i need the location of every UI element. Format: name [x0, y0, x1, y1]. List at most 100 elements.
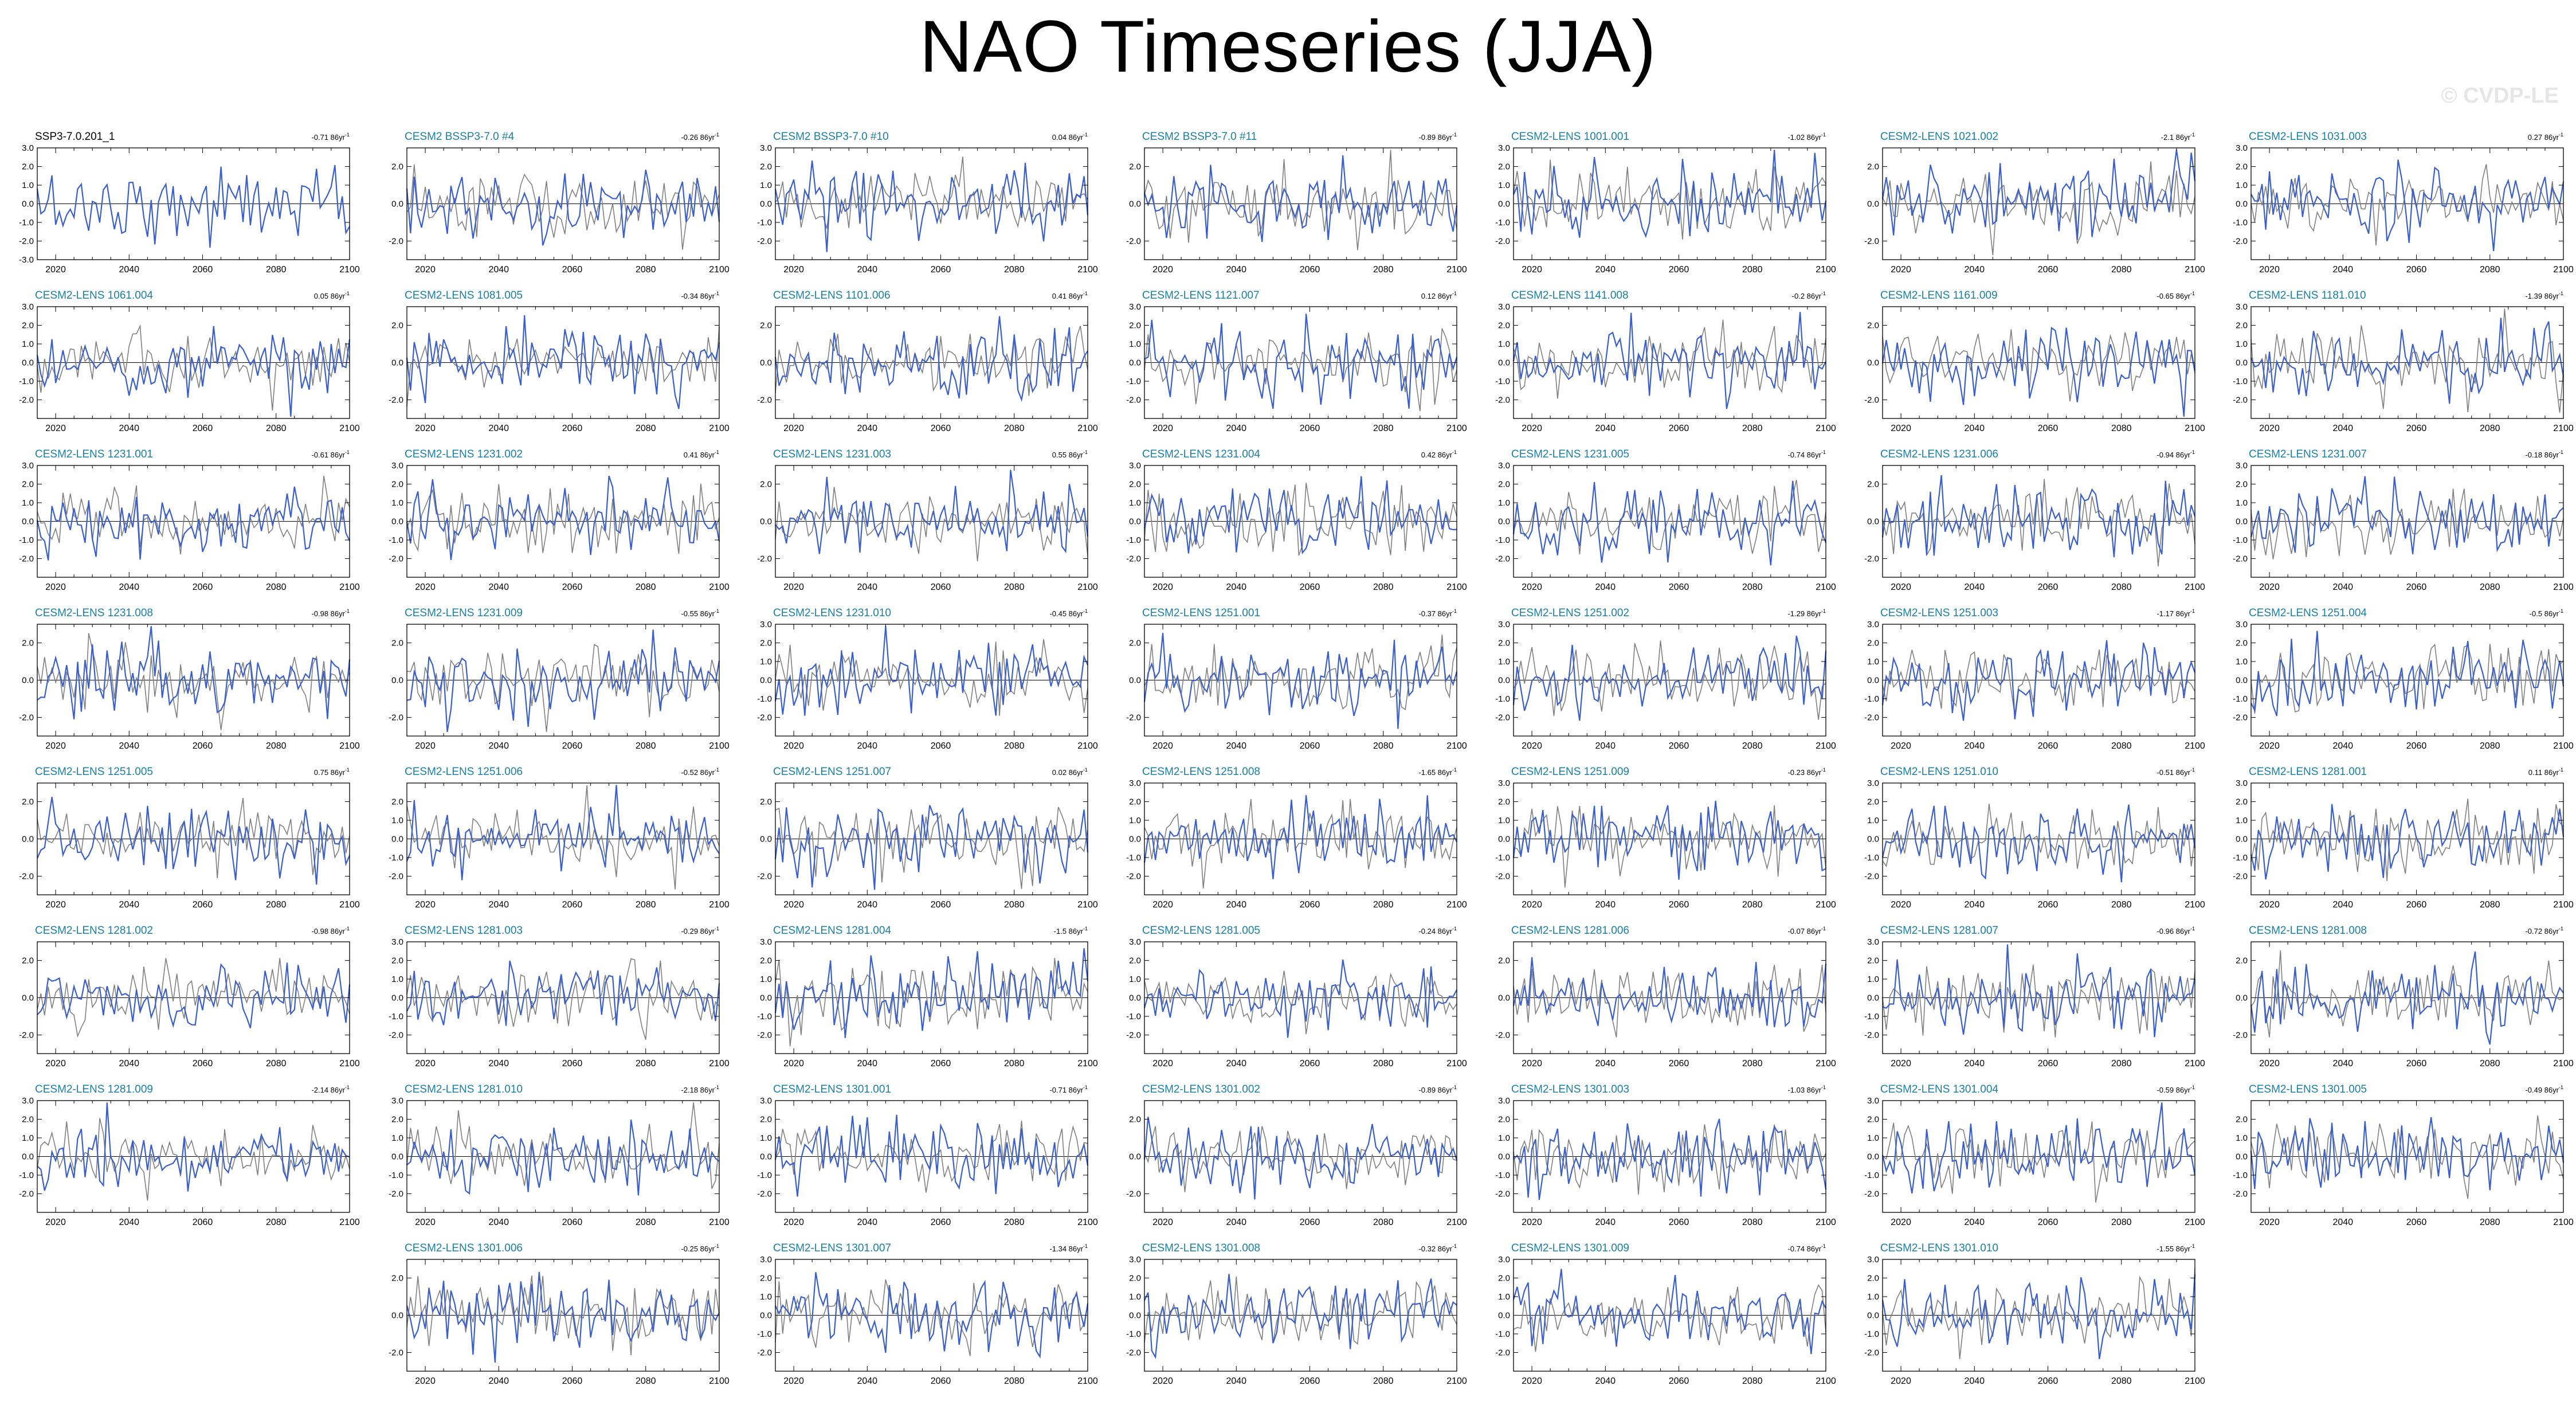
- panel-title: CESM2-LENS 1031.003: [2249, 131, 2367, 143]
- y-tick-label: 3.0: [22, 143, 34, 153]
- x-tick-label: 2080: [1742, 424, 1763, 433]
- x-tick-label: 2080: [2111, 741, 2132, 751]
- model-series-line: [36, 326, 351, 417]
- y-tick-label: 3.0: [1129, 1255, 1141, 1265]
- y-tick-label: 0.0: [22, 1152, 34, 1162]
- y-tick-label: -1.0: [757, 218, 772, 228]
- y-tick-label: 2.0: [391, 1115, 403, 1125]
- x-tick-label: 2020: [1522, 741, 1542, 751]
- x-tick-label: 2100: [2553, 582, 2574, 592]
- x-tick-label: 2080: [1742, 1059, 1763, 1069]
- y-tick-label: -2.0: [389, 713, 403, 723]
- nao-panel: CESM2-LENS 1281.004 -1.5 86yr-1 -2.0 -1.0 0.…: [757, 925, 1098, 1069]
- model-series-line: [406, 785, 720, 880]
- nao-panel: CESM2-LENS 1251.001 -0.37 86yr-1 -2.0 0.0 2.…: [1126, 607, 1467, 751]
- x-tick-label: 2060: [562, 741, 583, 751]
- x-tick-label: 2080: [2480, 900, 2500, 910]
- x-tick-label: 2040: [488, 900, 509, 910]
- nao-panel: CESM2-LENS 1181.010 -1.39 86yr-1 -2.0 -1.0 0…: [2233, 289, 2574, 433]
- x-tick-label: 2080: [1742, 1218, 1763, 1227]
- y-tick-label: -2.0: [757, 713, 772, 723]
- model-series-line: [2250, 159, 2565, 252]
- x-tick-label: 2060: [2038, 1218, 2059, 1227]
- x-tick-label: 2100: [2185, 424, 2205, 433]
- y-tick-label: 2.0: [2236, 956, 2248, 966]
- panel-title: CESM2 BSSP3-7.0 #4: [405, 131, 515, 143]
- y-tick-label: 0.0: [1129, 358, 1141, 368]
- y-tick-label: 1.0: [760, 974, 772, 984]
- y-tick-label: 2.0: [2236, 480, 2248, 490]
- panel-title: CESM2-LENS 1231.002: [405, 448, 523, 460]
- model-series-line: [774, 160, 1089, 252]
- model-series-line: [1882, 944, 2196, 1038]
- x-tick-label: 2100: [339, 1059, 360, 1069]
- x-tick-label: 2100: [1077, 424, 1098, 433]
- x-tick-label: 2020: [45, 582, 66, 592]
- x-tick-label: 2080: [1373, 1376, 1394, 1386]
- y-tick-label: -1.0: [19, 218, 34, 228]
- x-tick-label: 2100: [1816, 741, 1836, 751]
- trend-label: -0.61 86yr-1: [311, 449, 350, 459]
- x-tick-label: 2040: [2332, 1059, 2353, 1069]
- x-tick-label: 2020: [415, 1376, 436, 1386]
- y-tick-label: 0.0: [1129, 1152, 1141, 1162]
- y-tick-label: -1.0: [389, 853, 403, 863]
- x-tick-label: 2100: [1077, 1059, 1098, 1069]
- x-tick-label: 2020: [1522, 582, 1542, 592]
- x-tick-label: 2020: [2259, 582, 2280, 592]
- x-tick-label: 2100: [1816, 1218, 1836, 1227]
- model-series-line: [2250, 951, 2564, 1045]
- obs-series-line: [775, 958, 1088, 1047]
- x-tick-label: 2060: [193, 582, 213, 592]
- y-tick-label: 0.0: [1867, 517, 1879, 527]
- x-tick-label: 2040: [488, 1376, 509, 1386]
- y-tick-label: 0.0: [760, 517, 772, 527]
- x-tick-label: 2100: [2553, 424, 2574, 433]
- model-series-line: [36, 486, 350, 561]
- y-tick-label: 0.0: [1498, 835, 1510, 844]
- x-tick-label: 2080: [636, 582, 656, 592]
- x-tick-label: 2080: [1742, 741, 1763, 751]
- model-series-line: [774, 1114, 1089, 1197]
- y-tick-label: 3.0: [1867, 1096, 1879, 1106]
- y-tick-label: 0.0: [1867, 676, 1879, 686]
- x-tick-label: 2100: [709, 1376, 730, 1386]
- x-tick-label: 2060: [562, 1059, 583, 1069]
- x-tick-label: 2060: [931, 582, 951, 592]
- x-tick-label: 2080: [1373, 741, 1394, 751]
- y-tick-label: 1.0: [1867, 1133, 1879, 1143]
- x-tick-label: 2040: [2332, 582, 2353, 592]
- x-tick-label: 2100: [1446, 1059, 1467, 1069]
- watermark: © CVDP-LE: [2441, 84, 2559, 108]
- x-tick-label: 2040: [1964, 582, 1985, 592]
- y-tick-label: 1.0: [1498, 816, 1510, 825]
- y-tick-label: 3.0: [1867, 778, 1879, 788]
- y-tick-label: 3.0: [1129, 778, 1141, 788]
- y-tick-label: 2.0: [1129, 1274, 1141, 1283]
- x-tick-label: 2040: [119, 900, 139, 910]
- x-tick-label: 2100: [2185, 582, 2205, 592]
- x-tick-label: 2080: [1742, 1376, 1763, 1386]
- obs-series-line: [1144, 635, 1457, 710]
- y-tick-label: -1.0: [389, 535, 403, 545]
- x-tick-label: 2060: [1300, 582, 1320, 592]
- y-tick-label: 2.0: [391, 956, 403, 966]
- y-tick-label: 0.0: [2236, 676, 2248, 686]
- x-tick-label: 2060: [2038, 1059, 2059, 1069]
- x-tick-label: 2040: [488, 741, 509, 751]
- x-tick-label: 2060: [2038, 424, 2059, 433]
- y-tick-label: 1.0: [1129, 816, 1141, 825]
- x-tick-label: 2020: [1152, 582, 1173, 592]
- nao-panel: CESM2-LENS 1281.008 -0.72 86yr-1 -2.0 0.0 2.…: [2233, 925, 2574, 1069]
- y-tick-label: 2.0: [391, 1274, 403, 1283]
- x-tick-label: 2100: [1077, 741, 1098, 751]
- nao-panel: CESM2-LENS 1231.002 0.41 86yr-1 -2.0 -1.0 0.…: [389, 448, 730, 592]
- model-series-line: [406, 1271, 720, 1363]
- y-tick-label: -2.0: [1864, 396, 1879, 405]
- y-tick-label: -1.0: [1126, 1012, 1141, 1021]
- x-tick-label: 2060: [2406, 424, 2427, 433]
- y-tick-label: 3.0: [1129, 461, 1141, 471]
- x-tick-label: 2080: [1373, 265, 1394, 275]
- x-tick-label: 2040: [119, 265, 139, 275]
- model-series-line: [1881, 640, 2196, 721]
